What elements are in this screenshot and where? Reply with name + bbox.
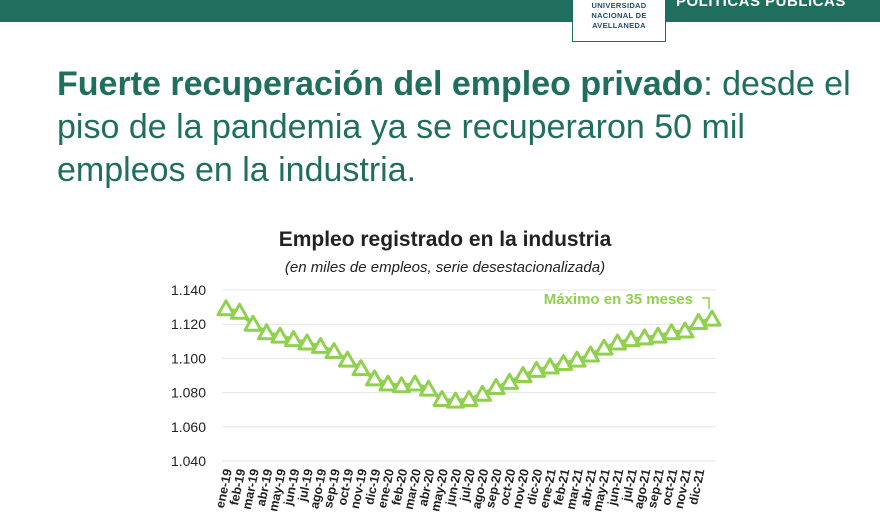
data-point [324,342,344,360]
data-point [297,333,317,351]
data-point [216,299,236,317]
headline-rest: desde el piso de la pandemia ya se recup… [57,65,851,189]
data-point [392,376,411,394]
data-point [230,302,249,320]
data-point [648,326,668,344]
data-point [540,357,560,375]
headline-bold: Fuerte recuperación del empleo privado [57,65,704,103]
series-line [225,306,713,404]
data-point [608,333,627,351]
data-point [270,326,290,344]
data-point [500,372,519,390]
data-point [432,389,452,407]
y-tick-label: 1.060 [171,419,206,435]
data-point [594,338,614,356]
x-tick-label: jul-19 [295,468,316,504]
data-point [702,309,722,327]
university-logo: UNIVERSIDAD NACIONAL DE AVELLANEDA [572,0,666,42]
data-point [527,360,546,378]
data-point [284,330,303,348]
data-point [419,379,438,397]
chart-title: Empleo registrado en la industria [278,228,612,251]
data-point [378,374,398,392]
data-point [311,336,330,354]
logo-line: UNIVERSIDAD [591,1,647,10]
y-tick-label: 1.140 [171,282,206,298]
data-point [243,314,263,332]
headline: Fuerte recuperación del empleo privado: … [57,63,857,192]
logo-line: AVELLANEDA [592,21,646,30]
y-tick-label: 1.040 [171,453,206,469]
headline-colon: : [703,65,713,103]
y-tick-label: 1.100 [171,350,206,366]
data-point [446,391,465,409]
data-point [459,389,479,407]
data-point [486,377,506,395]
y-tick-label: 1.120 [171,316,206,332]
data-point [675,321,695,339]
data-point [365,369,384,387]
data-point [473,384,492,402]
data-point [257,323,276,341]
data-point [635,328,654,346]
annotation-label: Máximo en 35 meses [544,291,693,308]
data-point [689,312,708,330]
annotation-leader [702,297,710,310]
chart-subtitle: (en miles de empleos, serie desestaciona… [284,259,606,276]
x-tick-label: jul-21 [619,468,640,504]
data-point [567,350,587,368]
section-label: POLÍTICAS PÚBLICAS [676,0,846,10]
data-point [621,330,641,348]
y-tick-label: 1.080 [171,385,206,401]
x-tick-label: jul-20 [457,468,478,504]
data-point [581,345,600,363]
line-chart: 1.0401.0601.0801.1001.1201.140ene-19feb-… [171,282,722,512]
data-point [513,366,533,383]
logo-line: NACIONAL DE [591,11,647,20]
data-point [662,323,681,341]
data-point [338,350,357,368]
data-point [554,354,573,372]
data-point [351,359,371,377]
data-point [405,374,425,392]
